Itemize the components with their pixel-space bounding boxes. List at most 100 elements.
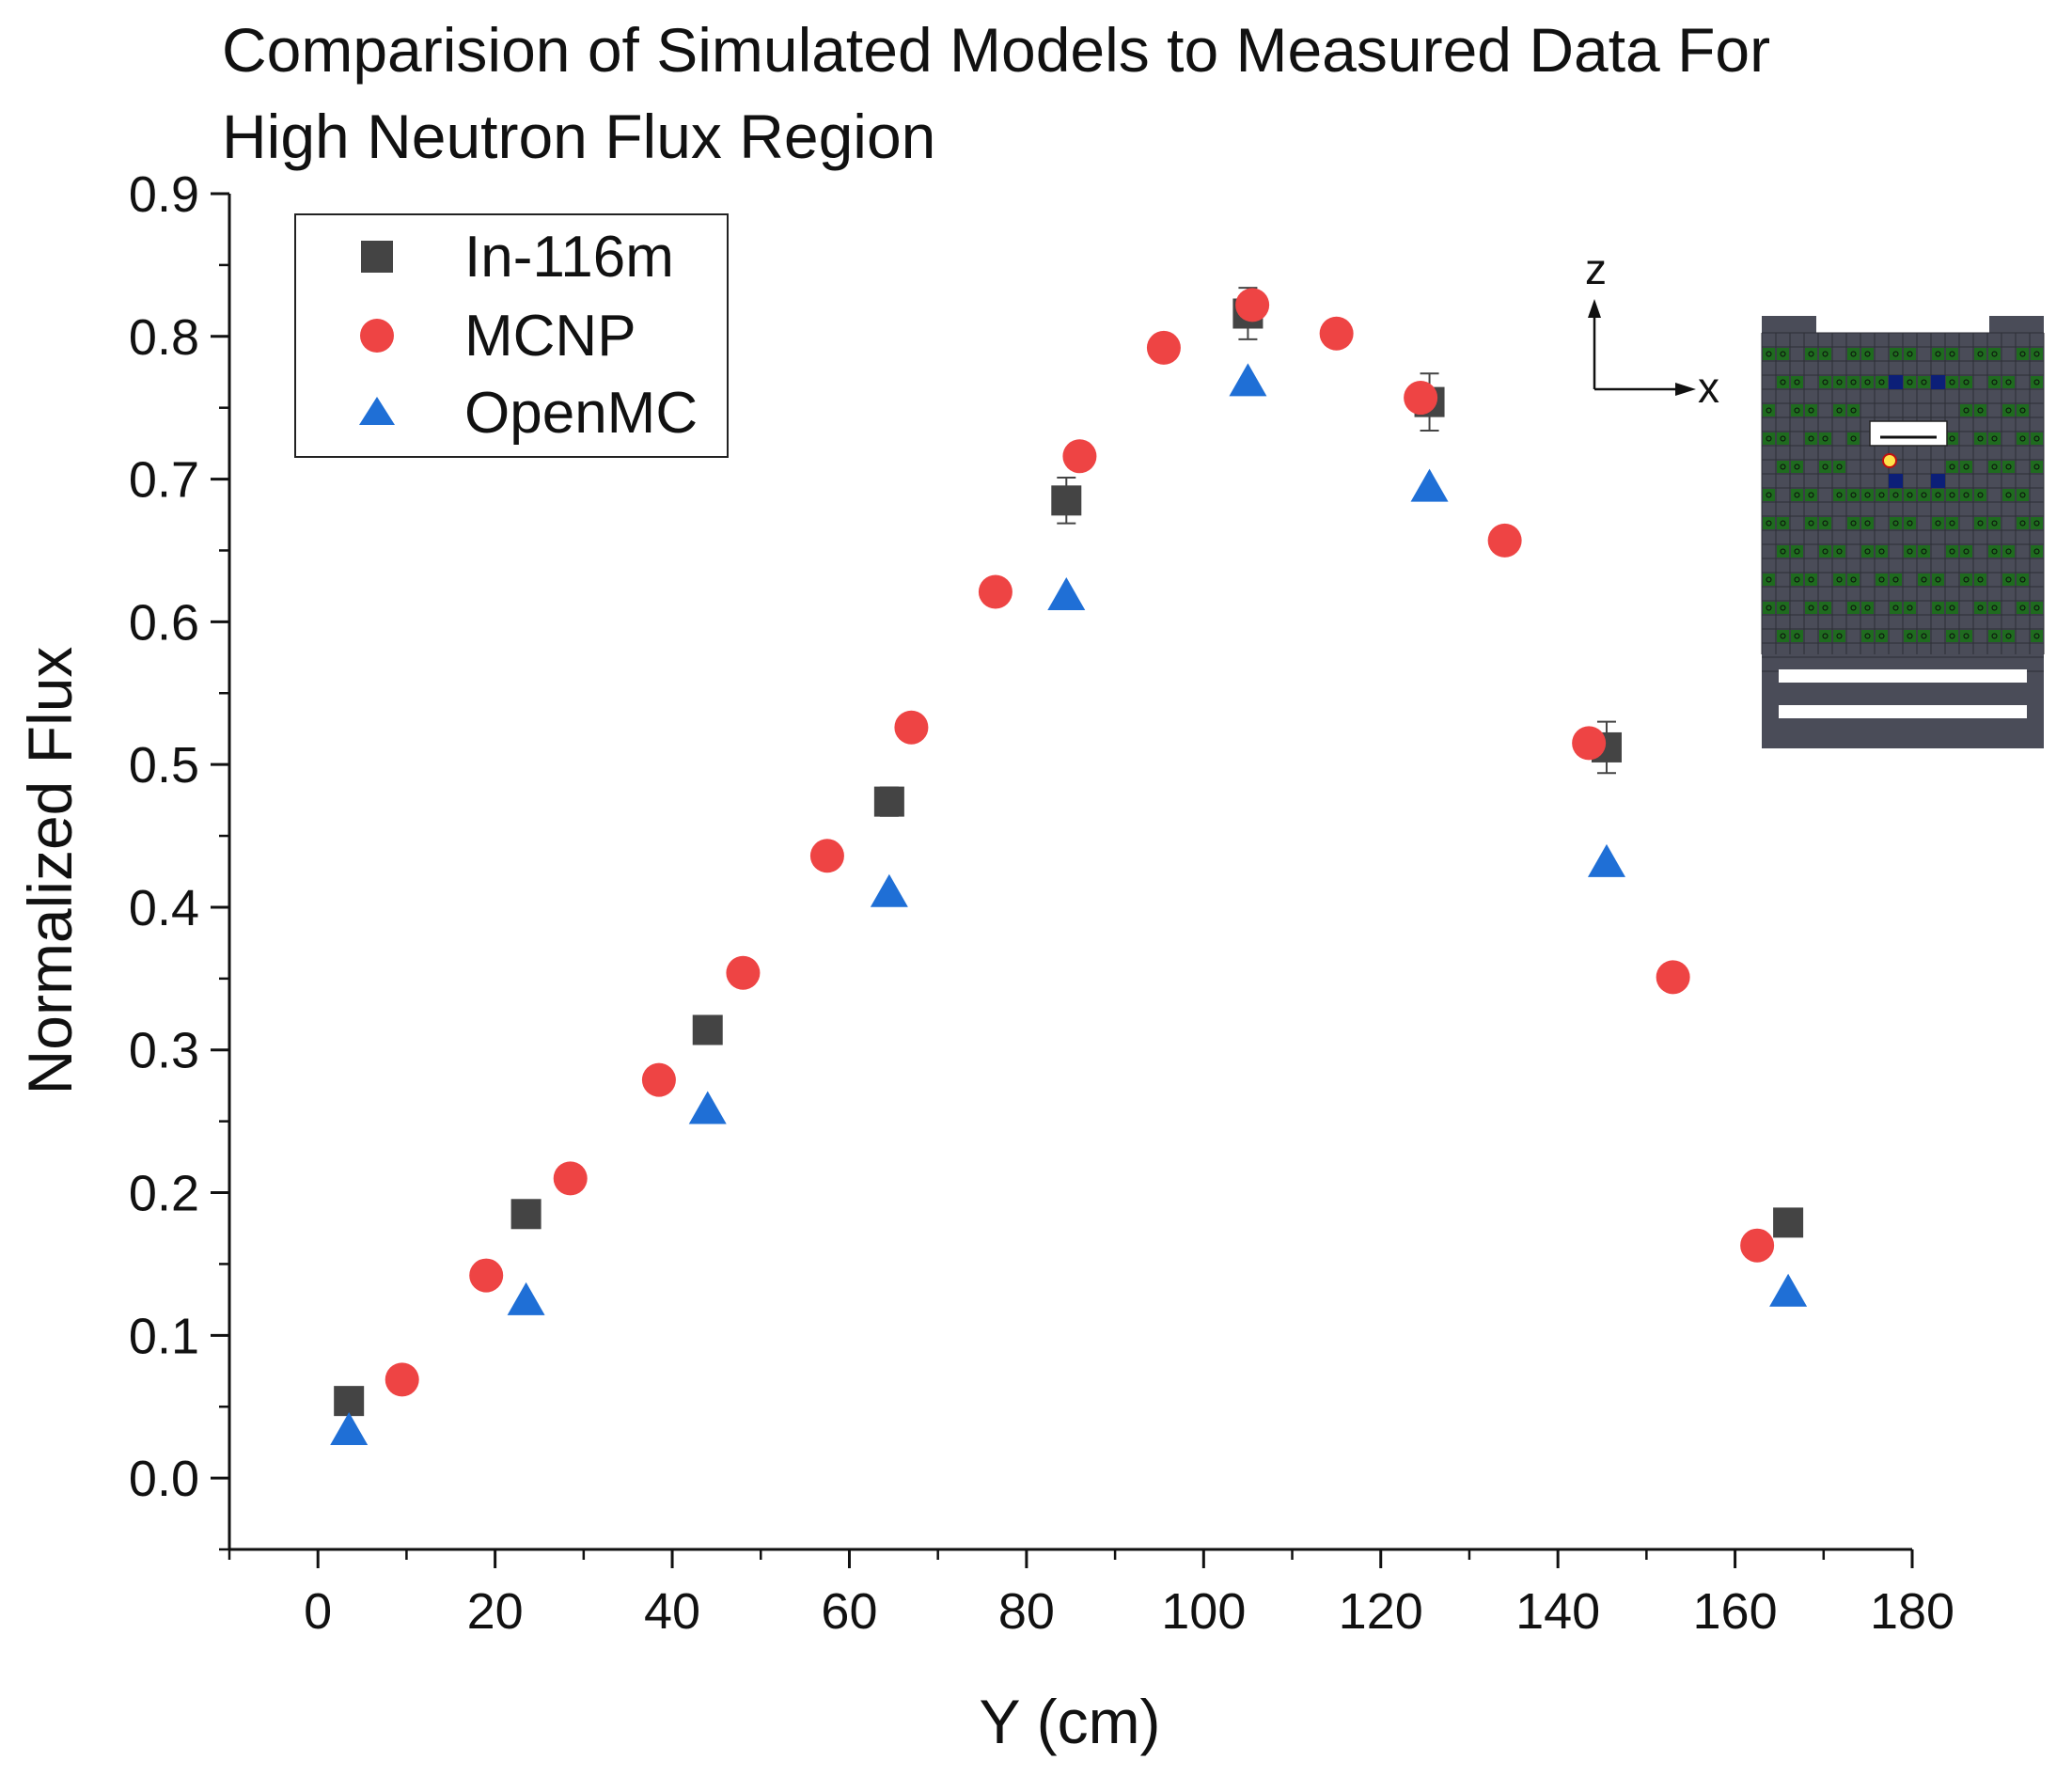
inset-fuel-cell [1946, 545, 1958, 558]
inset-fuel-cell [1988, 461, 2001, 473]
inset-fuel-cell [1861, 630, 1874, 642]
inset-fuel-cell [1777, 432, 1789, 445]
inset-fuel-pin [1850, 379, 1857, 385]
data-point-circle [469, 1258, 504, 1293]
inset-fuel-cell [1805, 602, 1817, 614]
inset-control-rod [1889, 474, 1903, 488]
inset-fuel-cell [1960, 630, 1972, 642]
data-point-square [873, 786, 904, 817]
inset-fuel-pin [1977, 351, 1984, 357]
data-point-circle [385, 1362, 419, 1397]
inset-fuel-cell [1904, 348, 1916, 360]
inset-fuel-pin [1963, 464, 1970, 470]
inset-fuel-cell [2002, 574, 2015, 586]
inset-fuel-cell [1960, 545, 1972, 558]
inset-fuel-cell [1805, 432, 1817, 445]
inset-top-left-block [1762, 316, 1816, 335]
inset-fuel-pin [2019, 407, 2026, 414]
inset-fuel-cell [1918, 376, 1930, 388]
data-point-square [692, 1014, 723, 1045]
inset-fuel-pin [1907, 633, 1913, 639]
inset-fuel-cell [1960, 489, 1972, 501]
data-point-square [334, 1386, 365, 1417]
data-point-circle [726, 955, 761, 990]
inset-fuel-pin [1935, 520, 1941, 527]
inset-fuel-pin [1822, 435, 1829, 442]
inset-fuel-cell [1932, 574, 1944, 586]
inset-fuel-cell [1946, 376, 1958, 388]
inset-fuel-cell [1918, 630, 1930, 642]
inset-fuel-cell [1791, 630, 1803, 642]
inset-fuel-pin [1963, 576, 1970, 583]
inset-fuel-pin [1977, 520, 1984, 527]
inset-fuel-cell [1904, 517, 1916, 529]
series-mcnp [385, 288, 1775, 1397]
inset-fuel-pin [1935, 492, 1941, 498]
inset-fuel-pin [1977, 576, 1984, 583]
inset-fuel-cell [1876, 376, 1888, 388]
legend-label-in-116m: In-116m [464, 225, 674, 290]
inset-fuel-cell [1932, 489, 1944, 501]
inset-fuel-cell [1932, 517, 1944, 529]
inset-fuel-cell [1960, 376, 1972, 388]
inset-fuel-cell [2017, 602, 2029, 614]
inset-fuel-cell [1819, 376, 1831, 388]
inset-fuel-cell [2002, 376, 2015, 388]
inset-fuel-pin [1921, 492, 1927, 498]
inset-fuel-pin [1878, 548, 1885, 555]
inset-fuel-pin [2033, 379, 2040, 385]
inset-fuel-cell [2031, 630, 2043, 642]
inset-fuel-pin [1864, 492, 1871, 498]
inset-fuel-cell [1876, 630, 1888, 642]
inset-x-arrowhead [1675, 383, 1696, 396]
inset-fuel-pin [1780, 435, 1786, 442]
data-point-square [510, 1199, 542, 1230]
inset-fuel-cell [1847, 376, 1860, 388]
data-point-circle [978, 574, 1012, 609]
inset-fuel-pin [1949, 464, 1955, 470]
inset-fuel-pin [1991, 605, 1998, 611]
x-tick-label: 120 [1339, 1583, 1423, 1640]
inset-fuel-pin [1878, 492, 1885, 498]
y-tick-label: 0.9 [129, 166, 199, 223]
inset-fuel-cell [1791, 545, 1803, 558]
y-tick-label: 0.1 [129, 1308, 199, 1364]
inset-fuel-pin [1949, 520, 1955, 527]
inset-bottom-slot-2 [1779, 705, 2027, 718]
inset-fuel-cell [1946, 489, 1958, 501]
inset-fuel-pin [1808, 407, 1814, 414]
inset-fuel-pin [1892, 605, 1899, 611]
x-tick-label: 60 [821, 1583, 877, 1640]
inset-fuel-pin [1822, 351, 1829, 357]
inset-fuel-cell [1847, 432, 1860, 445]
y-tick-label: 0.7 [129, 452, 199, 509]
inset-fuel-cell [1791, 574, 1803, 586]
inset-fuel-pin [1766, 605, 1772, 611]
inset-fuel-pin [1907, 492, 1913, 498]
inset-fuel-pin [1935, 351, 1941, 357]
inset-fuel-pin [1921, 633, 1927, 639]
inset-fuel-pin [2019, 492, 2026, 498]
inset-fuel-cell [1918, 574, 1930, 586]
inset-fuel-cell [1763, 489, 1775, 501]
x-tick-label: 140 [1515, 1583, 1600, 1640]
inset-fuel-pin [1780, 464, 1786, 470]
data-point-circle [1404, 381, 1438, 416]
inset-fuel-pin [2005, 633, 2012, 639]
inset-fuel-cell [1904, 630, 1916, 642]
inset-fuel-cell [2002, 489, 2015, 501]
inset-fuel-cell [1833, 376, 1845, 388]
y-axis-ticks: 0.0 0.1 0.2 0.3 0.4 0.5 0.6 0.7 0.8 0.9 [129, 166, 229, 1551]
inset-fuel-pin [1780, 351, 1786, 357]
inset-fuel-cell [1876, 489, 1888, 501]
inset-fuel-cell [1805, 404, 1817, 416]
inset-fuel-pin [2033, 633, 2040, 639]
inset-fuel-pin [1794, 633, 1800, 639]
data-point-square [1051, 485, 1082, 516]
inset-fuel-pin [1808, 435, 1814, 442]
inset-fuel-cell [1876, 545, 1888, 558]
series-openmc [330, 363, 1808, 1446]
inset-fuel-pin [1991, 520, 1998, 527]
data-point-circle [894, 710, 929, 745]
inset-fuel-pin [1864, 605, 1871, 611]
